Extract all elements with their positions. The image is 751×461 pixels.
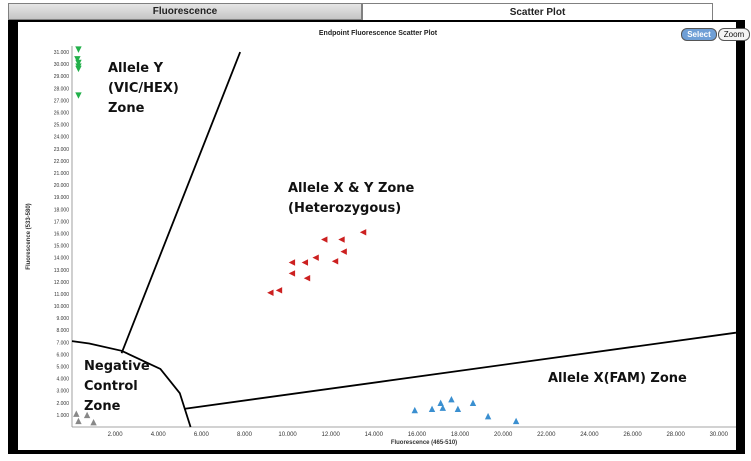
x-tick-label: 4.000 [151, 432, 167, 438]
y-tick-label: 1.000 [56, 413, 69, 419]
y-axis-label: Fluorescence (533-580) [26, 203, 32, 269]
x-tick-label: 2.000 [108, 432, 124, 438]
plot-title: Endpoint Fluorescence Scatter Plot [318, 30, 438, 37]
data-point [301, 259, 309, 266]
zone-boundary-line [71, 340, 192, 428]
data-point [484, 412, 492, 420]
y-tick-label: 9.000 [56, 316, 69, 322]
y-tick-label: 8.000 [56, 328, 69, 334]
x-tick-label: 30.000 [710, 432, 729, 438]
y-tick-label: 21.000 [54, 171, 70, 177]
x-tick-label: 22.000 [537, 432, 556, 438]
data-point [75, 65, 82, 73]
data-point [439, 404, 447, 411]
y-tick-label: 6.000 [56, 352, 69, 358]
zone-label: Negative [84, 359, 150, 374]
data-point [512, 417, 520, 425]
scatter-plot-area[interactable]: Endpoint Fluorescence Scatter Plot Selec… [18, 22, 750, 450]
data-point [340, 248, 347, 255]
x-tick-label: 18.000 [451, 432, 470, 438]
data-point [338, 236, 345, 243]
data-point [75, 92, 82, 99]
data-point [288, 270, 296, 277]
y-tick-label: 27.000 [54, 98, 70, 104]
y-tick-label: 12.000 [54, 280, 70, 286]
y-tick-label: 19.000 [54, 195, 70, 201]
data-point [448, 395, 455, 403]
y-tick-label: 5.000 [56, 365, 69, 371]
y-tick-label: 2.000 [56, 401, 69, 407]
data-point [469, 399, 477, 407]
tab-fluorescence[interactable]: Fluorescence [8, 3, 362, 20]
y-tick-label: 3.000 [56, 389, 69, 395]
y-tick-label: 23.000 [54, 147, 70, 153]
data-point [288, 259, 296, 266]
zone-label: (Heterozygous) [288, 201, 401, 216]
data-point [90, 418, 97, 426]
view-tabs: Fluorescence Scatter Plot [8, 3, 745, 20]
zoom-button[interactable]: Zoom [718, 28, 750, 41]
data-point [428, 405, 436, 413]
y-tick-label: 17.000 [54, 219, 70, 225]
y-tick-label: 14.000 [54, 256, 70, 262]
y-tick-label: 4.000 [56, 377, 69, 383]
y-tick-label: 25.000 [54, 123, 70, 129]
data-point [303, 275, 311, 282]
y-tick-label: 10.000 [54, 304, 70, 310]
y-tick-label: 28.000 [54, 86, 70, 92]
zone-label: (VIC/HEX) [108, 81, 179, 96]
x-tick-label: 24.000 [580, 432, 599, 438]
zone-label: Allele X(FAM) Zone [548, 371, 687, 386]
data-point [411, 406, 418, 414]
zone-boundary-line [183, 331, 736, 410]
scatter-chart: 1.000 2.000 3.000 4.000 5.000 6.000 7.000 8.000… [26, 46, 736, 446]
data-point [75, 46, 82, 53]
data-point [74, 56, 81, 63]
data-point [454, 405, 462, 413]
y-tick-label: 15.000 [54, 244, 70, 250]
y-tick-label: 24.000 [54, 135, 70, 141]
data-point [73, 410, 80, 417]
data-point [321, 236, 328, 243]
zone-label: Zone [108, 101, 145, 116]
data-point [267, 289, 274, 296]
x-tick-label: 28.000 [666, 432, 685, 438]
data-point [331, 258, 339, 265]
y-tick-label: 20.000 [54, 183, 70, 189]
x-tick-label: 8.000 [237, 432, 253, 438]
x-tick-label: 20.000 [494, 432, 513, 438]
y-tick-label: 31.000 [54, 50, 70, 56]
y-tick-label: 7.000 [56, 340, 69, 346]
y-tick-label: 22.000 [54, 159, 70, 165]
y-tick-label: 13.000 [54, 268, 70, 274]
y-tick-label: 29.000 [54, 74, 70, 80]
y-tick-label: 11.000 [54, 292, 69, 298]
data-point [437, 399, 444, 407]
data-point [312, 254, 319, 261]
x-tick-label: 10.000 [278, 432, 297, 438]
y-tick-label: 30.000 [54, 62, 70, 68]
x-tick-label: 14.000 [365, 432, 384, 438]
data-point [359, 229, 367, 236]
data-point [75, 417, 82, 425]
data-point [83, 411, 91, 419]
zone-boundary-line [120, 51, 241, 354]
plot-frame: Endpoint Fluorescence Scatter Plot Selec… [8, 20, 750, 454]
zone-label: Allele Y [108, 61, 164, 76]
y-tick-label: 16.000 [54, 231, 70, 237]
data-point [275, 287, 283, 294]
zone-label: Allele X & Y Zone [288, 181, 415, 196]
y-tick-label: 18.000 [54, 207, 70, 213]
data-point [75, 59, 82, 67]
tab-scatter-plot[interactable]: Scatter Plot [362, 3, 713, 20]
zone-label: Zone [84, 399, 121, 414]
x-tick-label: 6.000 [194, 432, 210, 438]
zone-label: Control [84, 379, 138, 394]
y-tick-label: 26.000 [54, 111, 70, 117]
x-tick-label: 12.000 [322, 432, 341, 438]
x-axis-label: Fluorescence (465-510) [391, 440, 457, 446]
x-tick-label: 26.000 [623, 432, 642, 438]
select-button[interactable]: Select [681, 28, 717, 41]
x-tick-label: 16.000 [408, 432, 427, 438]
